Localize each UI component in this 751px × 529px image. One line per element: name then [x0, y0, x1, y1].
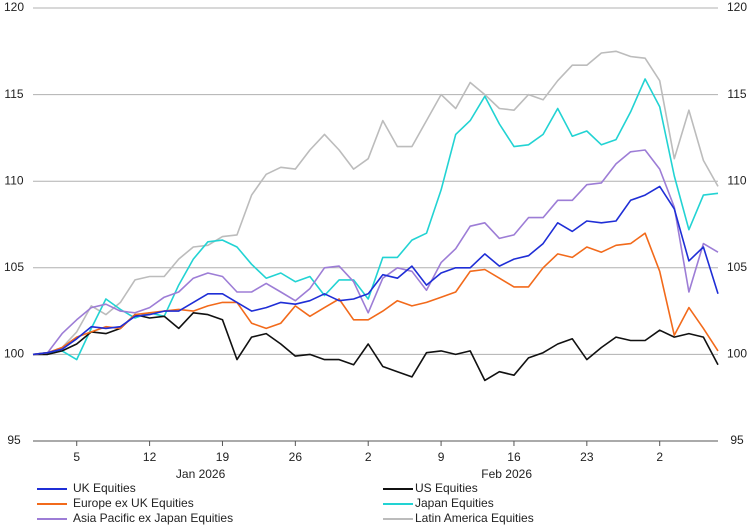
y-tick-label: 95 — [7, 433, 21, 447]
series-line — [32, 185, 719, 356]
legend-label: Europe ex UK Equities — [73, 496, 194, 510]
legend-label: Latin America Equities — [415, 511, 534, 525]
legend-label: Asia Pacific ex Japan Equities — [73, 511, 233, 525]
x-tick-label: 19 — [216, 450, 230, 464]
legend-label: Japan Equities — [415, 496, 494, 510]
series-line — [32, 149, 719, 356]
series-line — [32, 78, 719, 361]
x-tick-label: 5 — [73, 450, 80, 464]
legend-label: US Equities — [415, 481, 478, 495]
series-line — [32, 232, 719, 356]
x-tick-label: 23 — [580, 450, 594, 464]
y2-tick-label: 110 — [727, 173, 746, 187]
series-line — [32, 50, 719, 356]
y-tick-label: 105 — [4, 260, 24, 274]
x-tick-label: 16 — [507, 450, 521, 464]
y-tick-label: 120 — [4, 0, 24, 14]
y2-tick-label: 105 — [727, 260, 747, 274]
y2-tick-label: 95 — [730, 433, 744, 447]
y2-tick-label: 120 — [727, 0, 747, 14]
x-tick-label: 12 — [143, 450, 157, 464]
x-tick-label: 9 — [438, 450, 445, 464]
y2-tick-label: 100 — [727, 347, 747, 361]
x-tick-label: 26 — [289, 450, 303, 464]
y2-tick-label: 115 — [727, 87, 746, 101]
x-tick-label: 2 — [656, 450, 663, 464]
y-tick-label: 110 — [4, 173, 23, 187]
x-group-label: Feb 2026 — [481, 467, 532, 481]
y-tick-label: 100 — [4, 347, 24, 361]
x-tick-label: 2 — [365, 450, 372, 464]
y-tick-label: 115 — [4, 87, 23, 101]
legend-label: UK Equities — [73, 481, 136, 495]
series-line — [33, 312, 719, 382]
x-group-label: Jan 2026 — [176, 467, 226, 481]
